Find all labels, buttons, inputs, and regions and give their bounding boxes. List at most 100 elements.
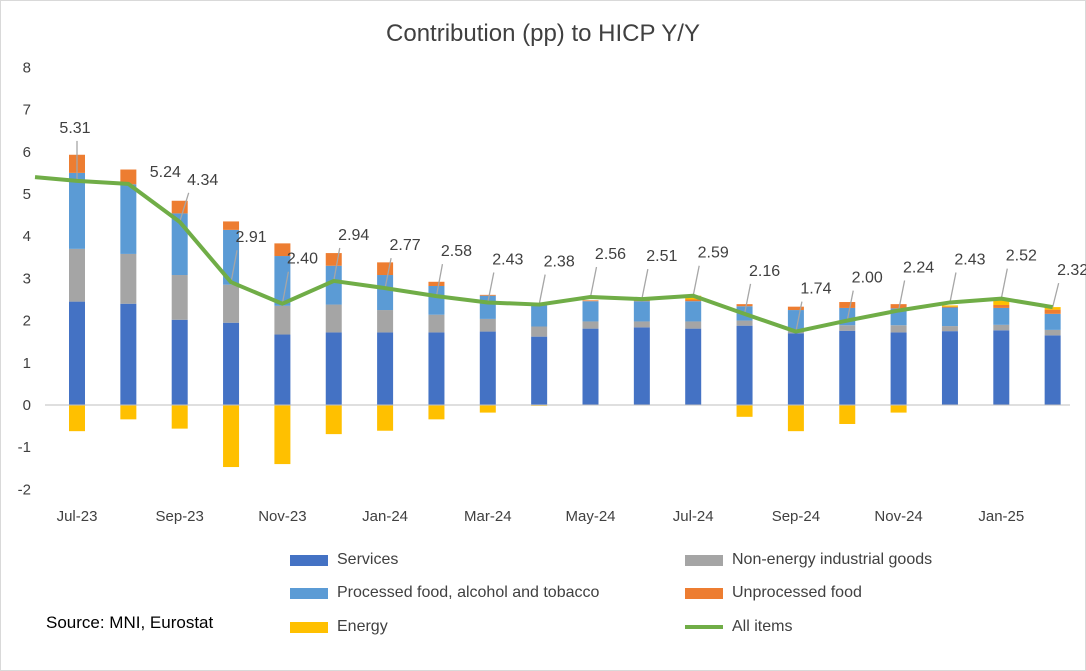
- bar-energy-oct-23: [223, 405, 240, 468]
- bar-processed-food-alcohol-and-tobacco-dec-24: [941, 307, 958, 327]
- all-items-data-label: 4.34: [187, 172, 218, 189]
- bar-unprocessed-food-may-24: [582, 300, 599, 302]
- x-tick-label: Jul-24: [673, 508, 714, 525]
- all-items-line: [34, 175, 1053, 334]
- all-items-data-label: 5.31: [59, 120, 90, 137]
- bar-non-energy-industrial-goods-nov-23: [274, 305, 291, 335]
- legend-processed-food: Processed food, alcohol and tobacco: [290, 584, 599, 602]
- y-tick-label: 6: [23, 144, 31, 161]
- bar-non-energy-industrial-goods-aug-24: [736, 320, 753, 326]
- bar-processed-food-alcohol-and-tobacco-feb-24: [428, 285, 445, 315]
- legend-processed-food-label: Processed food, alcohol and tobacco: [337, 584, 600, 601]
- bar-non-energy-industrial-goods-sep-23: [171, 275, 188, 320]
- y-tick-label: 7: [23, 102, 31, 119]
- bar-non-energy-industrial-goods-feb-25: [1044, 329, 1061, 336]
- all-items-data-label: 2.38: [544, 254, 575, 271]
- bar-unprocessed-food-aug-23: [120, 169, 137, 185]
- x-tick-label: Sep-24: [772, 508, 820, 525]
- legend-services-label: Services: [337, 551, 399, 568]
- bar-processed-food-alcohol-and-tobacco-apr-24: [531, 305, 548, 327]
- bar-services-feb-24: [428, 332, 445, 405]
- all-items-data-label: 2.43: [954, 251, 985, 268]
- bar-energy-feb-25: [1044, 307, 1061, 310]
- legend-services-swatch: [290, 554, 328, 566]
- leader-line: [589, 266, 598, 298]
- legend-processed-food-swatch: [290, 587, 328, 599]
- legend-unprocessed-food: Unprocessed food: [685, 584, 862, 602]
- all-items-data-label: 2.16: [749, 263, 780, 280]
- all-items-data-label: 2.58: [441, 243, 472, 260]
- y-tick-label: 1: [23, 355, 31, 372]
- leader-line: [743, 283, 752, 314]
- x-tick-label: Sep-23: [156, 508, 204, 525]
- bar-services-may-24: [582, 328, 599, 405]
- bar-energy-oct-24: [839, 405, 856, 424]
- all-items-data-label: 5.24: [150, 164, 181, 181]
- bar-services-feb-25: [1044, 335, 1061, 405]
- bar-non-energy-industrial-goods-aug-23: [120, 253, 137, 304]
- legend-all-items-swatch: [685, 625, 723, 629]
- bar-non-energy-industrial-goods-dec-23: [325, 304, 342, 333]
- bar-unprocessed-food-dec-23: [325, 253, 342, 266]
- bar-non-energy-industrial-goods-jun-24: [633, 321, 650, 328]
- all-items-data-label: 2.32: [1057, 262, 1086, 279]
- bar-energy-jul-23: [69, 405, 85, 432]
- bar-processed-food-alcohol-and-tobacco-nov-23: [274, 256, 291, 306]
- bar-energy-aug-24: [736, 405, 753, 417]
- y-tick-label: 3: [23, 270, 31, 287]
- bar-processed-food-alcohol-and-tobacco-oct-23: [223, 229, 240, 285]
- bar-non-energy-industrial-goods-jan-24: [377, 310, 394, 333]
- bar-unprocessed-food-nov-24: [890, 304, 907, 309]
- bar-unprocessed-food-dec-24: [941, 306, 958, 308]
- x-tick-label: Jan-25: [978, 508, 1024, 525]
- bar-processed-food-alcohol-and-tobacco-jan-24: [377, 275, 394, 311]
- legend-non-energy-label: Non-energy industrial goods: [732, 551, 933, 568]
- x-tick-label: Jul-23: [57, 508, 98, 525]
- leader-line: [230, 250, 238, 283]
- all-items-data-label: 1.74: [800, 281, 831, 298]
- bar-non-energy-industrial-goods-apr-24: [531, 326, 548, 337]
- x-tick-label: Nov-23: [258, 508, 306, 525]
- bar-unprocessed-food-mar-24: [479, 294, 496, 296]
- chart-title: Contribution (pp) to HICP Y/Y: [386, 20, 700, 47]
- bar-unprocessed-food-nov-23: [274, 243, 291, 257]
- bar-unprocessed-food-feb-24: [428, 281, 445, 286]
- leader-line: [487, 272, 495, 303]
- leader-line: [384, 257, 392, 289]
- y-tick-label: 4: [23, 228, 31, 245]
- x-tick-label: Mar-24: [464, 508, 512, 525]
- bar-processed-food-alcohol-and-tobacco-aug-23: [120, 184, 137, 254]
- bar-services-dec-24: [941, 331, 958, 405]
- leader-line: [1000, 268, 1008, 299]
- bar-services-nov-24: [890, 332, 907, 405]
- all-items-data-label: 2.91: [235, 229, 266, 246]
- bar-services-nov-23: [274, 334, 291, 405]
- bar-processed-food-alcohol-and-tobacco-may-24: [582, 301, 599, 322]
- y-tick-label: -2: [18, 481, 31, 498]
- leader-line: [1052, 282, 1060, 308]
- leader-line: [281, 271, 290, 304]
- x-tick-label: May-24: [565, 508, 615, 525]
- data-labels: 5.31 5.24 4.34 2.91 2.40 2.94 2.77 2.58 2.43 2.38…: [59, 120, 1086, 298]
- all-items-data-label: 2.51: [646, 248, 677, 265]
- legend-all-items: All items: [685, 618, 792, 636]
- bar-services-oct-23: [223, 322, 240, 405]
- bar-non-energy-industrial-goods-dec-24: [941, 326, 958, 332]
- all-items-data-label: 2.43: [492, 251, 523, 268]
- legend-non-energy: Non-energy industrial goods: [685, 551, 932, 569]
- bar-unprocessed-food-aug-24: [736, 304, 753, 307]
- bar-services-sep-23: [171, 319, 188, 405]
- bar-services-jan-24: [377, 332, 394, 405]
- legend-non-energy-swatch: [685, 554, 723, 566]
- all-items-data-label: 2.00: [852, 270, 883, 287]
- bar-services-oct-24: [839, 330, 856, 405]
- y-tick-label: 2: [23, 313, 31, 330]
- bar-energy-dec-23: [325, 405, 342, 435]
- legend-unprocessed-food-label: Unprocessed food: [732, 584, 862, 601]
- bar-non-energy-industrial-goods-jan-25: [993, 324, 1010, 331]
- bar-services-jul-23: [69, 301, 85, 405]
- all-items-data-label: 2.94: [338, 227, 369, 244]
- bar-non-energy-industrial-goods-may-24: [582, 321, 599, 329]
- leader-line: [179, 192, 190, 223]
- x-tick-label: Jan-24: [362, 508, 408, 525]
